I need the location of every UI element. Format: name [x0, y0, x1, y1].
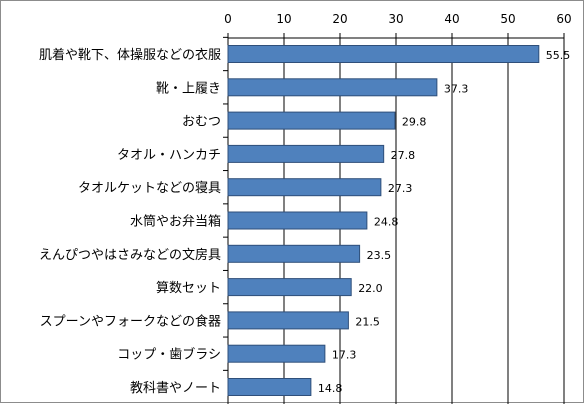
- bar: [227, 144, 385, 163]
- bar: [227, 344, 326, 363]
- category-label: タオル・ハンカチ: [117, 148, 221, 163]
- x-tick-label: 60: [556, 12, 571, 26]
- x-tick-label: 50: [500, 12, 515, 26]
- bar: [227, 311, 349, 330]
- category-label: 肌着や靴下、体操服などの衣服: [39, 47, 221, 63]
- value-label: 17.3: [332, 349, 357, 362]
- x-tick-label: 20: [332, 12, 347, 26]
- category-label: 靴・上履き: [156, 81, 221, 96]
- bar: [227, 378, 312, 396]
- category-label: 教科書やノート: [130, 380, 221, 396]
- value-label: 27.3: [388, 182, 413, 195]
- value-label: 21.5: [355, 315, 380, 328]
- value-label: 24.8: [374, 216, 399, 229]
- value-label: 27.8: [391, 149, 416, 162]
- value-label: 55.5: [546, 49, 571, 62]
- value-label: 37.3: [444, 82, 469, 95]
- bar: [227, 178, 382, 197]
- x-tick-label: 40: [444, 12, 459, 26]
- category-label: 水筒やお弁当箱: [130, 214, 221, 230]
- bar: [227, 111, 396, 130]
- x-tick-label: 0: [224, 12, 232, 26]
- value-label: 22.0: [358, 282, 383, 295]
- bar: [227, 244, 361, 263]
- category-label: コップ・歯ブラシ: [117, 347, 221, 363]
- value-label: 29.8: [402, 116, 427, 129]
- x-tick-label: 10: [276, 12, 291, 26]
- category-label: おむつ: [182, 115, 221, 130]
- category-label: スプーンやフォークなどの食器: [40, 313, 221, 329]
- category-label: タオルケットなどの寝具: [78, 180, 221, 196]
- bar: [227, 211, 368, 230]
- value-label: 23.5: [367, 249, 392, 262]
- value-label: 14.8: [318, 382, 343, 395]
- category-label: えんぴつやはさみなどの文房具: [39, 247, 221, 263]
- bar: [227, 45, 540, 63]
- bar: [227, 78, 438, 97]
- category-label: 算数セット: [156, 281, 221, 296]
- bar: [227, 278, 352, 297]
- x-tick-label: 30: [388, 12, 403, 26]
